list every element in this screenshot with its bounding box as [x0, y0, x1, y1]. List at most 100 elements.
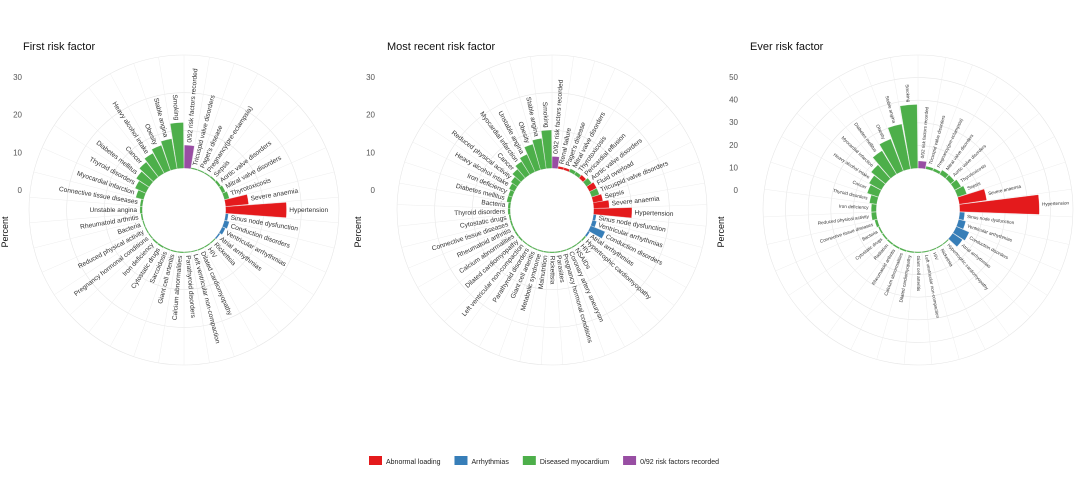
grid-spoke	[763, 211, 877, 218]
grid-spoke	[54, 232, 149, 295]
bar-thyrotoxicosis	[574, 171, 581, 178]
chart-title: Ever risk factor	[750, 41, 824, 53]
bar-iron-deficiency	[871, 204, 877, 212]
category-label: Malnutrition	[538, 255, 550, 290]
category-label: HIV	[932, 252, 940, 262]
grid-spoke	[939, 76, 998, 175]
grid-spoke	[959, 211, 1073, 218]
radial-grid	[762, 54, 1074, 366]
grid-spoke	[583, 106, 668, 183]
bar-heavy-alcohol-intake	[144, 153, 164, 177]
bar-calcium-abnormalities	[899, 247, 907, 252]
bar-smoking	[541, 130, 552, 169]
chart-panel-3: Ever risk factor 0 10 20 30 40 50 Percent 0/92 r…	[716, 41, 1074, 366]
grid-spoke	[580, 240, 660, 322]
grid-spoke	[796, 113, 886, 185]
grid-spoke	[519, 251, 544, 362]
category-label: Left ventricular non-compaction	[924, 254, 940, 318]
bar-hypertension	[225, 202, 287, 218]
bars	[506, 130, 632, 253]
grid-spoke	[203, 246, 258, 347]
grid-spoke	[805, 238, 888, 318]
grid-spoke	[925, 57, 946, 169]
grid-spoke	[158, 251, 178, 363]
bar-connective-tissue-diseases	[140, 199, 144, 207]
legend-item: 0/92 risk factors recorded	[623, 456, 719, 466]
bar-sinus-node-dysfunction	[224, 213, 229, 221]
grid-spoke	[935, 247, 986, 350]
grid-spoke	[592, 219, 703, 248]
grid-spoke	[557, 56, 574, 169]
radial-grid	[28, 54, 340, 366]
grid-spoke	[397, 214, 511, 227]
bar-malnutrition	[543, 250, 549, 253]
bar-conduction-disorders	[953, 226, 970, 241]
bar-calcium-abnormalities	[514, 231, 519, 237]
bar-bacteria	[508, 202, 511, 209]
grid-spoke	[408, 225, 514, 269]
category-label: Hypertension	[634, 210, 673, 218]
legend-label: Arrhythmias	[471, 459, 509, 466]
bar-sepsis	[954, 186, 967, 197]
grid-spoke	[945, 93, 1021, 179]
bar-parathyroid-disorders	[526, 243, 533, 248]
category-label: Sepsis	[604, 189, 626, 201]
grid-spoke	[509, 60, 541, 170]
grid-spoke	[578, 91, 652, 178]
bar-severe-anaemia	[957, 189, 987, 205]
bar-bacteria	[878, 226, 883, 234]
bar-coronary-artery-aneurysm	[566, 247, 572, 251]
grid-spoke	[110, 246, 165, 347]
grid-spoke	[863, 64, 904, 171]
grid-spoke	[957, 161, 1066, 198]
bar-diabetes-mellitus	[136, 171, 154, 187]
bar-0-92-risk-factors-recorded	[918, 161, 927, 169]
grid-spoke	[568, 68, 616, 172]
grid-spoke	[838, 76, 897, 175]
bar-connective-tissue-diseases	[510, 220, 514, 227]
bar-calcium-abnormalities	[177, 251, 184, 253]
grid-spoke	[110, 73, 165, 174]
grid-spoke	[950, 113, 1040, 185]
y-tick-label: 30	[729, 118, 738, 127]
legend-label: 0/92 risk factors recorded	[640, 459, 719, 466]
bar-hypertension	[593, 207, 632, 218]
bar-aortic-valve-disorders	[583, 178, 592, 187]
grid-spoke	[584, 235, 675, 306]
bar-sinus-node-dysfunction	[592, 214, 597, 221]
bar-sepsis	[591, 194, 603, 203]
grid-spoke	[133, 249, 171, 357]
grid-spoke	[444, 240, 524, 322]
bar-mitral-valve-disorders	[939, 170, 949, 179]
grid-spoke	[203, 73, 258, 174]
category-label: Smoking	[904, 84, 911, 103]
bar-thyroid-disorders	[869, 195, 879, 205]
grid-spoke	[190, 251, 210, 363]
bar-conduction-disorders	[588, 225, 605, 239]
grid-spoke	[958, 219, 1070, 245]
y-tick-label: 20	[13, 111, 22, 120]
grid-spoke	[770, 161, 879, 198]
grid-spoke	[959, 188, 1072, 205]
bar-cancer	[139, 162, 159, 182]
bar-0-92-risk-factors-recorded	[184, 145, 195, 169]
legend-swatch	[623, 456, 637, 465]
y-tick-label: 50	[729, 73, 738, 82]
bar-obesity	[879, 139, 904, 174]
category-label: Sinus node dysfunction	[967, 214, 1015, 225]
bar-left-ventricular-non-compaction	[922, 250, 930, 253]
y-axis: 0 10 20 30 Percent	[0, 73, 23, 248]
legend-label: Diseased myocardium	[540, 459, 609, 466]
bar-tricuspid-valve-disorders	[191, 167, 198, 171]
category-label: Iron deficiency	[839, 204, 870, 210]
grid-spoke	[33, 220, 144, 249]
grid-spoke	[498, 249, 538, 356]
grid-spoke	[588, 230, 687, 288]
bar-paget-s-disease	[563, 167, 570, 172]
legend: Abnormal loading Arrhythmias Diseased myoc…	[369, 456, 719, 466]
bar-stable-angina	[888, 124, 911, 171]
bar-sinus-node-dysfunction	[958, 212, 965, 221]
bar-pregnancy-pre-eclampsia	[932, 168, 941, 174]
bar-connective-tissue-diseases	[874, 219, 880, 228]
bar-sepsis	[209, 176, 216, 182]
